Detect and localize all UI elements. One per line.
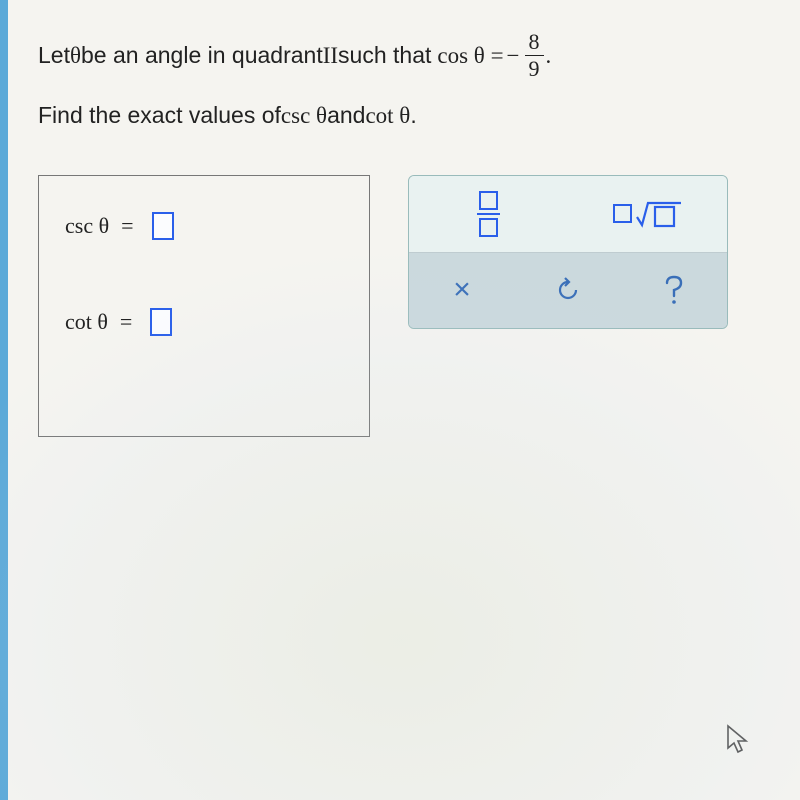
radical-icon (635, 199, 683, 229)
answer-cot: cot θ = (65, 308, 343, 336)
csc-input[interactable] (152, 212, 174, 240)
text: Find the exact values of (38, 95, 281, 136)
cot-theta: cot θ (365, 95, 410, 136)
equals: = (120, 309, 132, 335)
text: Let (38, 35, 70, 76)
fraction-tool-bar (477, 213, 500, 215)
fraction: 8 9 (525, 30, 544, 81)
fraction-denominator: 9 (525, 55, 544, 81)
sqrt-coef-box (613, 204, 632, 223)
text: and (327, 95, 365, 136)
tool-row-actions: × (409, 252, 727, 328)
period: . (546, 35, 552, 76)
left-accent-bar (0, 0, 8, 800)
problem-line-1: Let θ be an angle in quadrant II such th… (38, 30, 760, 81)
answer-row: csc θ = cot θ = (38, 175, 760, 437)
clear-tool[interactable]: × (414, 262, 510, 318)
minus-sign: − (507, 35, 520, 76)
cursor-icon (724, 724, 752, 762)
sqrt-tool[interactable] (600, 186, 696, 242)
text: such that (338, 35, 431, 76)
fraction-tool-num-box (479, 191, 498, 210)
period: . (410, 95, 416, 136)
undo-icon (554, 276, 582, 304)
answer-box: csc θ = cot θ = (38, 175, 370, 437)
csc-label: csc θ (65, 213, 109, 239)
undo-tool[interactable] (520, 262, 616, 318)
content-area: Let θ be an angle in quadrant II such th… (0, 0, 800, 437)
tool-panel: × (408, 175, 728, 329)
equation-lhs: cos θ = (437, 35, 503, 76)
x-icon: × (453, 273, 471, 307)
text: be an angle in quadrant (81, 35, 323, 76)
cot-label: cot θ (65, 309, 108, 335)
cot-input[interactable] (150, 308, 172, 336)
tool-row-templates (409, 176, 727, 252)
answer-csc: csc θ = (65, 212, 343, 240)
fraction-tool-den-box (479, 218, 498, 237)
quadrant-roman: II (323, 35, 338, 76)
help-tool[interactable] (626, 262, 722, 318)
problem-line-2: Find the exact values of csc θ and cot θ… (38, 95, 760, 136)
csc-theta: csc θ (281, 95, 327, 136)
theta-symbol: θ (70, 35, 81, 76)
equals: = (121, 213, 133, 239)
fraction-numerator: 8 (525, 30, 544, 55)
help-icon (662, 274, 686, 306)
fraction-tool[interactable] (441, 186, 537, 242)
